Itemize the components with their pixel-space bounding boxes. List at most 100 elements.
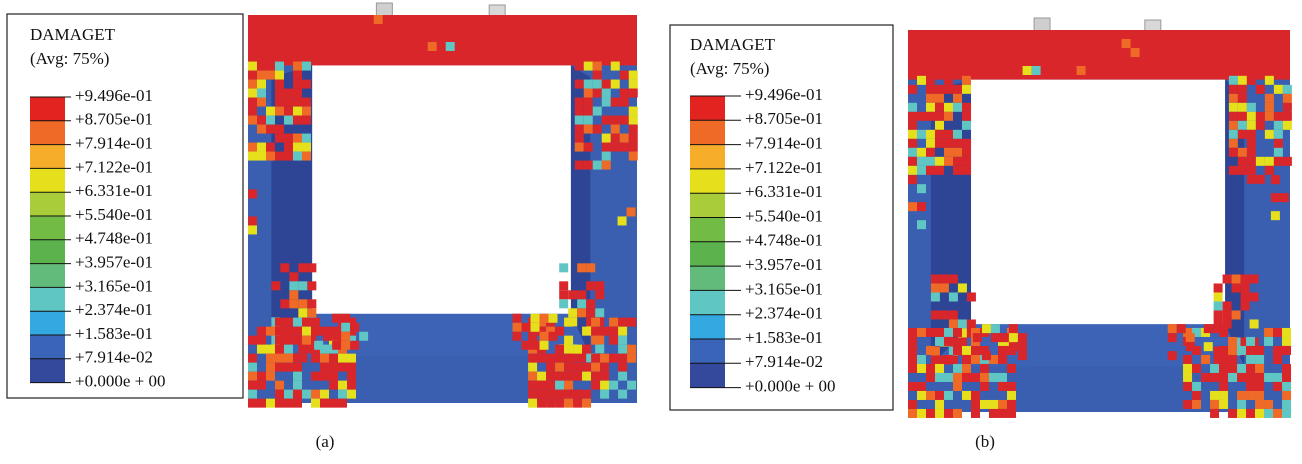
damage-cell bbox=[931, 310, 940, 319]
damage-cell bbox=[609, 336, 618, 345]
damage-cell bbox=[293, 89, 302, 98]
damage-cell bbox=[347, 354, 356, 363]
legend-swatch bbox=[30, 97, 65, 121]
damage-cell bbox=[582, 327, 591, 336]
damage-cell bbox=[944, 355, 953, 364]
damage-cell bbox=[528, 381, 537, 390]
damage-cell bbox=[329, 354, 338, 363]
damage-cell bbox=[573, 399, 582, 408]
legend-swatch bbox=[30, 359, 65, 383]
damage-cell bbox=[573, 363, 582, 372]
damage-cell bbox=[1274, 130, 1283, 139]
damage-cell bbox=[593, 80, 602, 89]
damage-cell bbox=[248, 189, 257, 198]
damage-cell bbox=[935, 391, 944, 400]
damage-cell bbox=[629, 80, 638, 89]
damage-cell bbox=[908, 175, 917, 184]
damage-cell bbox=[1282, 391, 1291, 400]
damage-cell bbox=[931, 355, 940, 364]
damage-cell bbox=[949, 310, 958, 319]
damage-cell bbox=[618, 390, 627, 399]
damage-cell bbox=[1241, 301, 1250, 310]
damage-cell bbox=[953, 373, 962, 382]
damage-cell bbox=[293, 390, 302, 399]
damage-cell bbox=[584, 161, 593, 170]
damage-cell bbox=[248, 143, 257, 152]
damage-cell bbox=[275, 71, 284, 80]
damage-cell bbox=[1237, 346, 1246, 355]
damage-cell bbox=[917, 364, 926, 373]
damage-cell bbox=[944, 130, 953, 139]
damage-cell bbox=[1210, 373, 1219, 382]
damage-cell bbox=[584, 80, 593, 89]
damage-cell bbox=[1238, 121, 1247, 130]
damage-cell bbox=[620, 71, 629, 80]
damage-cell bbox=[575, 116, 584, 125]
damage-cell bbox=[320, 354, 329, 363]
damage-cell bbox=[584, 62, 593, 71]
damage-cell bbox=[528, 372, 537, 381]
damage-cell bbox=[257, 62, 266, 71]
damage-cell bbox=[275, 381, 284, 390]
damage-cell bbox=[577, 353, 586, 362]
damage-cell bbox=[962, 364, 971, 373]
damage-cell bbox=[944, 337, 953, 346]
damage-cell bbox=[584, 125, 593, 134]
damage-cell bbox=[537, 372, 546, 381]
damage-cell bbox=[609, 354, 618, 363]
damage-cell bbox=[293, 372, 302, 381]
damage-cell bbox=[935, 103, 944, 112]
damage-cell bbox=[537, 381, 546, 390]
damage-cell bbox=[1219, 391, 1228, 400]
damage-cell bbox=[531, 314, 540, 323]
damage-cell bbox=[629, 125, 638, 134]
damage-cell bbox=[926, 94, 935, 103]
damage-cell bbox=[1237, 400, 1246, 409]
damage-cell bbox=[917, 157, 926, 166]
damage-cell bbox=[926, 409, 935, 418]
damage-cell bbox=[935, 400, 944, 409]
damage-cell bbox=[582, 345, 591, 354]
damage-cell bbox=[573, 345, 582, 354]
damage-cell bbox=[908, 202, 917, 211]
damage-cell bbox=[962, 121, 971, 130]
damage-cell bbox=[944, 76, 953, 85]
damage-cell bbox=[1265, 112, 1274, 121]
damage-cell bbox=[1247, 148, 1256, 157]
damage-cell bbox=[284, 89, 293, 98]
damage-cell bbox=[266, 363, 275, 372]
damage-cell bbox=[935, 121, 944, 130]
legend-label: +8.705e-01 bbox=[745, 109, 823, 128]
damage-cell bbox=[275, 336, 284, 345]
damage-cell bbox=[1007, 382, 1016, 391]
damage-cell bbox=[926, 346, 935, 355]
legend-swatch bbox=[30, 335, 65, 359]
damage-cell bbox=[555, 372, 564, 381]
damage-cell bbox=[926, 76, 935, 85]
damage-cell bbox=[962, 148, 971, 157]
damage-cell bbox=[600, 363, 609, 372]
damage-cell bbox=[329, 372, 338, 381]
damage-cell bbox=[314, 341, 323, 350]
fe-model bbox=[248, 3, 638, 408]
damage-cell bbox=[347, 372, 356, 381]
damage-cell bbox=[266, 345, 275, 354]
legend-swatch bbox=[690, 145, 725, 169]
damage-cell bbox=[989, 400, 998, 409]
damage-cell bbox=[618, 372, 627, 381]
damage-cell bbox=[289, 281, 298, 290]
damage-cell bbox=[577, 290, 586, 299]
damage-cell bbox=[944, 148, 953, 157]
damage-cell bbox=[248, 216, 257, 225]
damage-cell bbox=[962, 103, 971, 112]
damage-cell bbox=[302, 98, 311, 107]
damage-cell bbox=[1237, 364, 1246, 373]
legend-label: +7.914e-02 bbox=[75, 348, 153, 367]
damage-cell bbox=[1246, 364, 1255, 373]
damage-cell bbox=[953, 130, 962, 139]
damage-cell bbox=[359, 332, 368, 341]
damage-cell bbox=[1238, 103, 1247, 112]
damage-cell bbox=[575, 134, 584, 143]
damage-cell bbox=[586, 263, 595, 272]
damage-cell bbox=[248, 62, 257, 71]
